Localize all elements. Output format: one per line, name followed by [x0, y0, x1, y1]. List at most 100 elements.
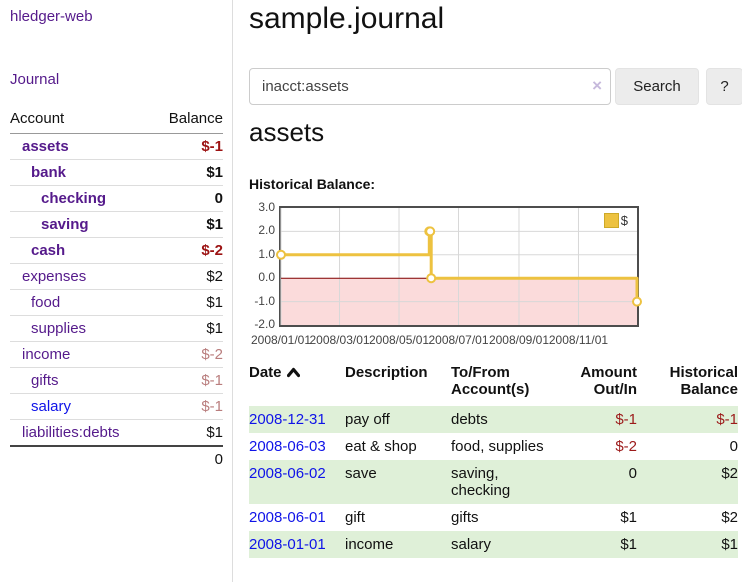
account-link[interactable]: bank	[31, 164, 67, 181]
data-point-marker	[425, 226, 436, 237]
account-link[interactable]: checking	[41, 190, 107, 207]
account-heading: assets	[249, 117, 325, 147]
data-point-marker	[276, 249, 286, 260]
search-form: × Search ?	[249, 68, 742, 105]
register-header-balance: Historical Balance	[669, 364, 738, 398]
register-accounts-cell: debts	[451, 411, 488, 428]
register-header-row: Date Description To/From Account(s) Amou…	[249, 360, 738, 406]
register-date-cell: 2008-06-03	[249, 433, 345, 460]
account-link[interactable]: salary	[31, 398, 72, 415]
register-balance-cell: 0	[729, 438, 738, 455]
historical-balance-chart: $ 3.0 2.0 1.0 0.0 -1.0 -2.0 2008/01/01 2008/03/…	[249, 200, 729, 348]
account-balance: $2	[152, 263, 223, 290]
account-link[interactable]: liabilities:debts	[22, 424, 120, 441]
account-link[interactable]: assets	[22, 138, 69, 155]
sort-ascending-icon	[286, 365, 300, 382]
account-row: checking 0	[10, 185, 223, 212]
chart-legend: $	[603, 213, 628, 228]
clear-search-icon[interactable]: ×	[592, 76, 602, 95]
legend-label: $	[620, 213, 628, 228]
main-content: sample.journal × Search ? assets Histori…	[234, 0, 742, 582]
account-row: food $1	[10, 289, 223, 316]
x-tick-label: 2008/07/01	[428, 333, 489, 347]
register-balance-cell: $2	[721, 509, 738, 526]
account-row: salary $-1	[10, 393, 223, 420]
account-balance: $1	[152, 159, 223, 186]
account-row: income $-2	[10, 341, 223, 368]
y-tick-label: -1.0	[254, 293, 275, 308]
data-point-marker	[632, 296, 642, 307]
account-row: supplies $1	[10, 315, 223, 342]
table-row: 2008-12-31 pay off debts $-1 $-1	[249, 406, 738, 433]
register-date-link[interactable]: 2008-06-03	[249, 438, 326, 455]
brand-link[interactable]: hledger-web	[10, 8, 93, 25]
account-row: assets $-1	[10, 133, 223, 160]
account-link[interactable]: income	[22, 346, 71, 363]
y-tick-label: 0.0	[258, 270, 275, 285]
register-description-cell: gift	[345, 509, 366, 526]
account-balance: $1	[152, 419, 223, 447]
account-balance: $1	[152, 289, 223, 316]
register-amount-cell: $-1	[615, 411, 637, 428]
account-row: liabilities:debts $1	[10, 419, 223, 447]
legend-swatch-icon	[603, 213, 619, 228]
x-tick-label: 2008/11/01	[548, 333, 609, 347]
x-tick-label: 2008/09/01	[488, 333, 549, 347]
account-row: saving $1	[10, 211, 223, 238]
chart-plot-area: $	[276, 206, 642, 327]
account-row: expenses $2	[10, 263, 223, 290]
sidebar: hledger-web Journal Account Balance asse…	[0, 0, 233, 582]
register-balance-cell: $1	[721, 536, 738, 553]
register-accounts-cell: food, supplies	[451, 438, 544, 455]
account-link[interactable]: expenses	[22, 268, 87, 285]
register-date-link[interactable]: 2008-06-01	[249, 509, 326, 526]
account-balance: $-2	[152, 341, 223, 368]
x-tick-label: 2008/01/01	[250, 333, 312, 347]
register-balance-cell: $2	[721, 465, 738, 482]
y-tick-label: 2.0	[258, 223, 275, 238]
table-row: 2008-06-03 eat & shop food, supplies $-2 0	[249, 433, 738, 460]
account-balance: 0	[152, 185, 223, 212]
register-header-accounts: To/From Account(s)	[451, 364, 530, 398]
register-amount-cell: 0	[628, 465, 637, 482]
register-date-link[interactable]: 2008-06-02	[249, 465, 326, 482]
account-balance: $-1	[152, 133, 223, 160]
register-date-cell: 2008-06-01	[249, 504, 345, 531]
register-accounts-cell: saving, checking	[451, 465, 511, 499]
account-link[interactable]: gifts	[31, 372, 59, 389]
register-header-date[interactable]: Date	[249, 360, 345, 406]
y-tick-label: 1.0	[258, 246, 275, 261]
sidebar-item-journal[interactable]: Journal	[10, 71, 60, 88]
register-balance-cell: $-1	[716, 411, 738, 428]
help-button[interactable]: ?	[706, 68, 742, 105]
table-row: 2008-01-01 income salary $1 $1	[249, 531, 738, 558]
account-link[interactable]: food	[31, 294, 61, 311]
account-row: cash $-2	[10, 237, 223, 264]
chart-canvas	[276, 208, 642, 325]
account-link[interactable]: saving	[41, 216, 89, 233]
search-input-wrap: ×	[249, 68, 611, 105]
account-link[interactable]: cash	[31, 242, 66, 259]
register-amount-cell: $1	[620, 509, 637, 526]
accounts-total-row: 0	[10, 445, 223, 472]
account-row: bank $1	[10, 159, 223, 186]
accounts-total-value: 0	[152, 445, 223, 472]
accounts-header-account: Account	[10, 108, 153, 134]
register-amount-cell: $-2	[615, 438, 637, 455]
register-description-cell: save	[345, 465, 377, 482]
register-date-link[interactable]: 2008-01-01	[249, 536, 326, 553]
search-input[interactable]	[249, 68, 611, 105]
register-description-cell: pay off	[345, 411, 390, 428]
accounts-header-balance: Balance	[152, 108, 223, 134]
register-date-link[interactable]: 2008-12-31	[249, 411, 326, 428]
register-amount-cell: $1	[620, 536, 637, 553]
register-description-cell: income	[345, 536, 394, 553]
table-row: 2008-06-01 gift gifts $1 $2	[249, 504, 738, 531]
account-link[interactable]: supplies	[31, 320, 87, 337]
search-button[interactable]: Search	[615, 68, 699, 105]
chart-heading: Historical Balance:	[249, 176, 376, 192]
account-balance: $-1	[152, 367, 223, 394]
account-row: gifts $-1	[10, 367, 223, 394]
table-row: 2008-06-02 save saving, checking 0 $2	[249, 460, 738, 504]
